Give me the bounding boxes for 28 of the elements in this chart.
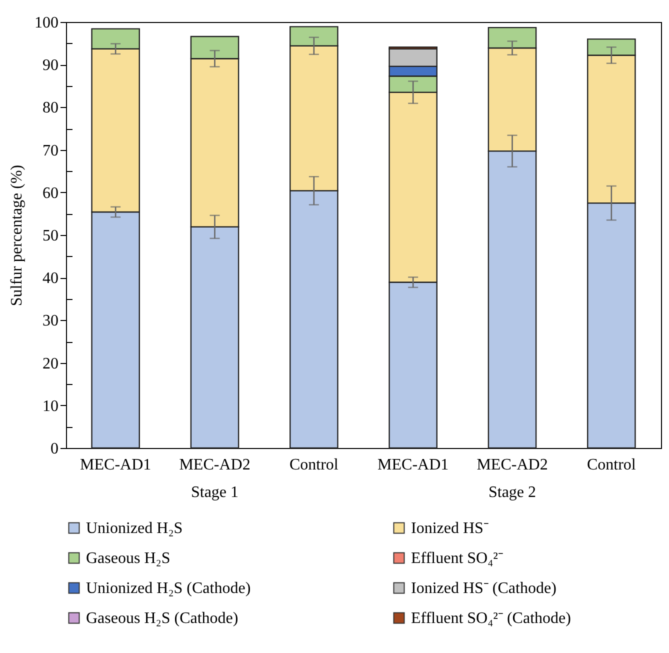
legend-label: Effluent SO₄²⁻ (Cathode) [411, 610, 571, 627]
legend-label: Ionized HS⁻ [411, 520, 488, 537]
x-tick-label: Control [586, 456, 636, 474]
legend-label: Ionized HS⁻ (Cathode) [411, 580, 556, 597]
y-tick-label: 30 [42, 312, 58, 330]
x-tick-label: MEC-AD1 [80, 456, 152, 474]
y-tick-label: 80 [42, 100, 58, 117]
x-tick-label: Control [289, 456, 339, 474]
y-tick-label: 20 [42, 355, 58, 372]
y-axis-title: Sulfur percentage (%) [8, 164, 26, 306]
y-tick-label: 0 [50, 440, 58, 458]
text: Stage 1 [190, 484, 239, 501]
y-tick-label: 90 [42, 57, 58, 74]
legend-label: Unionized H₂S (Cathode) [86, 580, 251, 597]
x-tick-label: MEC-AD2 [179, 456, 250, 474]
y-tick-label: 100 [34, 14, 58, 32]
x-tick-label: MEC-AD2 [476, 456, 548, 474]
legend-label: Unionized H₂S [86, 520, 183, 537]
legend-label: Effluent SO₄²⁻ [411, 550, 503, 567]
legend-label: Gaseous H₂S (Cathode) [86, 610, 238, 627]
y-tick-label: 10 [42, 398, 58, 415]
y-tick-label: 60 [42, 184, 58, 202]
y-tick-label: 50 [42, 228, 58, 244]
text: Stage 2 [488, 484, 536, 501]
legend-label: Gaseous H₂S [86, 550, 170, 567]
y-tick-label: 40 [42, 270, 58, 288]
x-tick-label: MEC-AD1 [378, 456, 449, 474]
y-tick-label: 70 [42, 142, 58, 160]
